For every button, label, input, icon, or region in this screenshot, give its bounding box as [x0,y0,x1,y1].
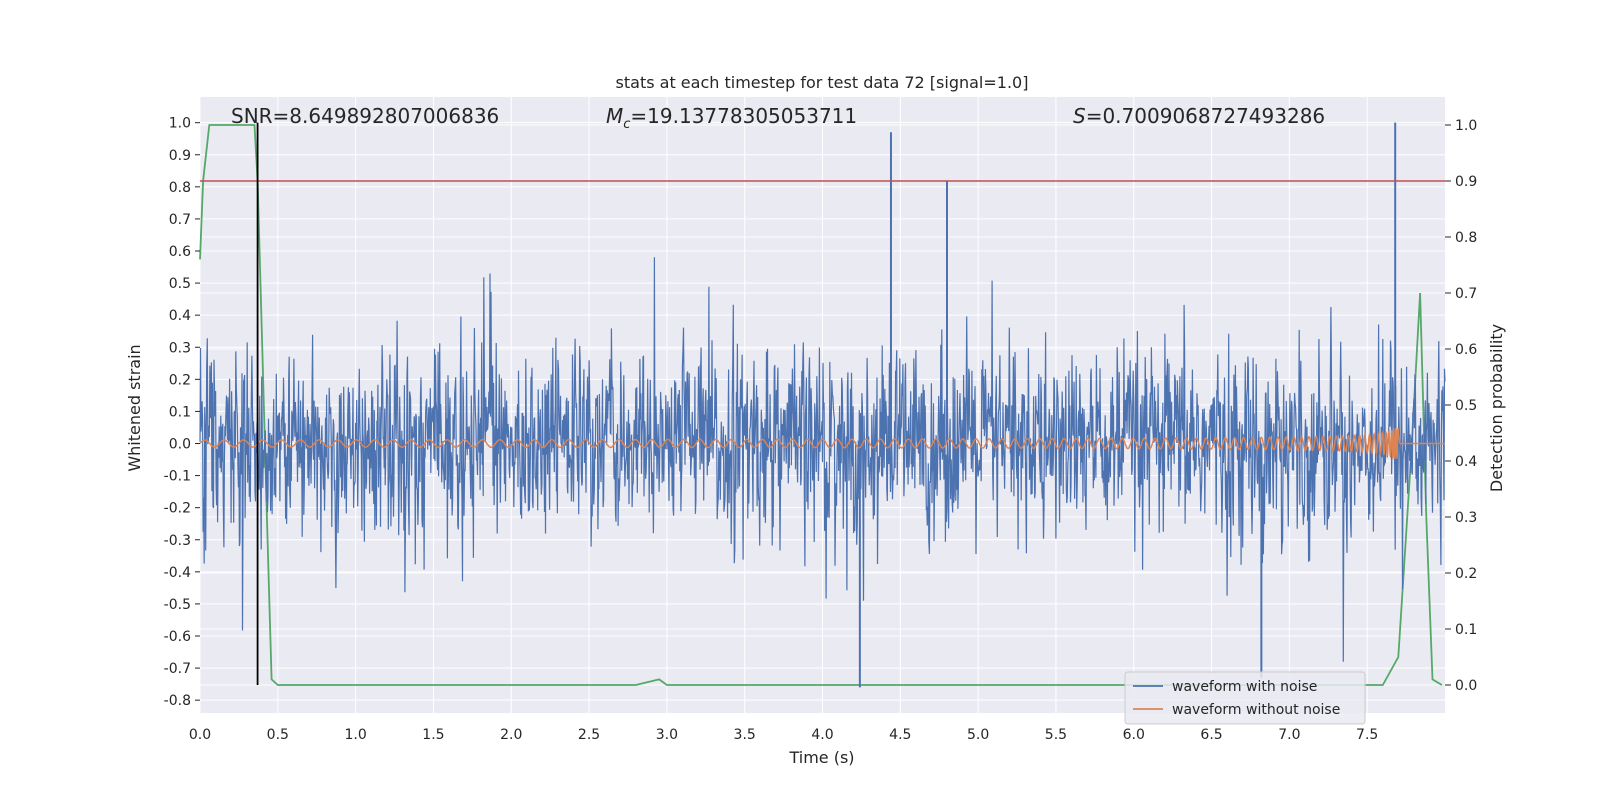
legend-label-noise: waveform with noise [1172,679,1317,695]
y2-tick-label: 0.4 [1455,454,1477,470]
x-tick-label: 0.5 [267,727,289,743]
waveform-without-noise-series [199,427,1445,460]
legend: waveform with noise waveform without noi… [1124,671,1366,725]
y2-tick-label: 0.3 [1455,510,1477,526]
y-tick-label: -0.3 [164,533,191,549]
x-tick-label: 6.0 [1123,727,1145,743]
y2-tick-label: 0.0 [1455,678,1477,694]
y2-axis-label: Detection probability [1487,324,1506,492]
y-tick-label: 1.0 [169,116,191,132]
x-tick-label: 5.0 [967,727,989,743]
y-tick-label: 0.7 [169,212,191,228]
detection-probability-line [199,124,1443,686]
chirp-mass-annotation: Mc=19.13778305053711 [606,104,857,132]
chirp-mass-value: =19.13778305053711 [630,104,857,128]
y2-tick-label: 0.7 [1455,286,1477,302]
s-value: =0.7009068727493286 [1086,104,1325,128]
x-tick-label: 2.5 [578,727,600,743]
y-tick-label: -0.8 [164,693,191,709]
y-tick-label: 0.0 [169,437,191,453]
y-tick-label: -0.2 [164,501,191,517]
y-tick-label: 0.8 [169,180,191,196]
x-tick-label: 3.5 [734,727,756,743]
y-tick-label: 0.3 [169,340,191,356]
y-tick-label: -0.5 [164,597,191,613]
chirp-mass-symbol: M [606,104,623,128]
y2-tick-label: 0.9 [1455,174,1477,190]
y2-tick-label: 1.0 [1455,118,1477,134]
y-tick-label: 0.1 [169,404,191,420]
y2-tick-label: 0.1 [1455,622,1477,638]
x-tick-label: 7.5 [1356,727,1378,743]
clean-waveform-line [199,427,1445,460]
y2-tick-label: 0.6 [1455,342,1477,358]
left-axis-ticks: -0.8 -0.7 -0.6 -0.5 -0.4 -0.3 -0.2 -0.1 0.0 0.1 0.… [164,116,200,709]
y2-tick-label: 0.5 [1455,398,1477,414]
y-tick-label: -0.7 [164,661,191,677]
y-tick-label: 0.5 [169,276,191,292]
x-tick-label: 6.5 [1200,727,1222,743]
y-axis-label: Whitened strain [125,344,144,471]
x-tick-label: 2.0 [500,727,522,743]
y-tick-label: -0.1 [164,469,191,485]
y-tick-label: 0.4 [169,308,191,324]
snr-annotation: SNR=8.649892807006836 [231,104,499,128]
y-tick-label: 0.6 [169,244,191,260]
x-tick-label: 3.0 [656,727,678,743]
s-annotation: S=0.7009068727493286 [1073,104,1325,128]
s-symbol: S [1073,104,1086,128]
y-tick-label: -0.4 [164,565,191,581]
x-tick-label: 4.5 [889,727,911,743]
detection-probability-series [199,124,1443,686]
right-axis-ticks: 0.0 0.1 0.2 0.3 0.4 0.5 0.6 0.7 0.8 0.9 1.0 [1445,118,1477,694]
x-axis-label: Time (s) [788,748,854,767]
legend-box [1124,671,1366,725]
x-tick-label: 7.0 [1278,727,1300,743]
waveform-with-noise-series [199,122,1446,688]
y-tick-label: -0.6 [164,629,191,645]
noise-waveform-line [199,257,1446,662]
x-axis-ticks: 0.0 0.5 1.0 1.5 2.0 2.5 3.0 3.5 4.0 4.5 5.0 5.5 6.0 6… [189,727,1378,743]
y-tick-label: 0.9 [169,148,191,164]
chirp-mass-subscript: c [623,117,630,132]
y2-tick-label: 0.2 [1455,566,1477,582]
x-tick-label: 5.5 [1045,727,1067,743]
chart-title: stats at each timestep for test data 72 … [616,73,1029,92]
x-tick-label: 4.0 [811,727,833,743]
x-tick-label: 1.5 [422,727,444,743]
x-tick-label: 1.0 [344,727,366,743]
y-tick-label: 0.2 [169,372,191,388]
legend-label-clean: waveform without noise [1172,702,1340,718]
y2-tick-label: 0.8 [1455,230,1477,246]
x-tick-label: 0.0 [189,727,211,743]
